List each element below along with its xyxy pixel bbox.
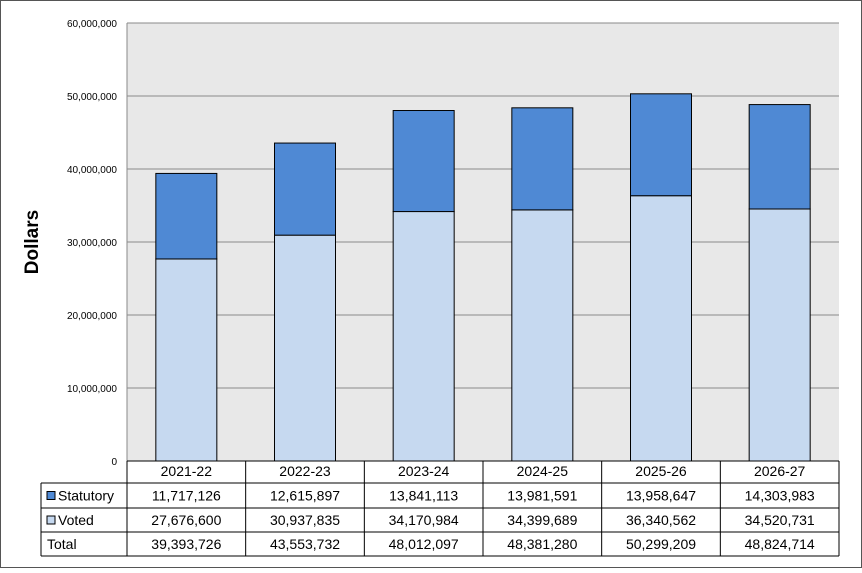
legend-swatch-voted	[46, 515, 56, 525]
bar-voted	[748, 208, 811, 462]
table-cell-total: 39,393,726	[151, 536, 221, 552]
bar-statutory	[511, 107, 574, 211]
table-cell-statutory: 13,841,113	[389, 488, 458, 504]
legend-swatch-statutory	[46, 491, 56, 500]
table-cell-total: 48,381,280	[507, 536, 577, 552]
y-tick-label: 20,000,000	[67, 311, 117, 322]
bar-voted	[274, 234, 336, 462]
table-cell-total: 48,012,097	[389, 536, 459, 552]
table-cell-voted: 30,937,835	[270, 512, 340, 528]
table-cell-statutory: 12,615,897	[270, 488, 340, 504]
x-tick-label: 2022-23	[279, 463, 331, 479]
bar-statutory	[274, 142, 336, 236]
bar-statutory	[155, 172, 218, 260]
x-tick-label: 2021-22	[161, 463, 213, 479]
table-cell-voted: 36,340,562	[626, 512, 696, 528]
table-row-label: Voted	[58, 512, 94, 528]
bar-statutory	[392, 110, 455, 213]
y-tick-label: 60,000,000	[67, 19, 117, 30]
table-cell-voted: 34,520,731	[745, 512, 815, 528]
bar-statutory	[748, 104, 811, 210]
y-axis-ticks: 0 10,000,000 20,000,000 30,000,000 40,000,00…	[67, 19, 118, 468]
y-tick-label: 30,000,000	[67, 238, 117, 249]
table-row-label: Total	[47, 536, 77, 552]
bars	[155, 93, 811, 462]
x-tick-label: 2023-24	[398, 463, 450, 479]
table-cell-statutory: 14,303,983	[745, 488, 815, 504]
table-cell-voted: 34,170,984	[389, 512, 459, 528]
y-axis-label: Dollars	[22, 210, 43, 274]
table-row-label: Statutory	[58, 488, 114, 504]
x-tick-label: 2025-26	[635, 463, 687, 479]
table-cell-statutory: 13,958,647	[626, 488, 696, 504]
x-tick-label: 2024-25	[517, 463, 569, 479]
table-cell-statutory: 13,981,591	[507, 488, 577, 504]
bar-statutory	[630, 93, 692, 197]
table-cell-total: 43,553,732	[270, 536, 340, 552]
table-cell-total: 48,824,714	[745, 536, 815, 552]
table-cell-voted: 34,399,689	[507, 512, 577, 528]
x-tick-label: 2026-27	[754, 463, 806, 479]
y-tick-label: 10,000,000	[67, 384, 117, 395]
table-cell-statutory: 11,717,126	[152, 488, 221, 504]
table-cell-total: 50,299,209	[626, 536, 696, 552]
data-table: 2021-22 2022-23 2023-24 2024-25 2025-26 2026-…	[40, 460, 840, 557]
bar-voted	[511, 209, 574, 462]
bar-voted	[392, 211, 455, 462]
y-tick-label: 50,000,000	[67, 92, 117, 103]
gridlines	[126, 22, 839, 461]
bar-voted	[630, 195, 692, 462]
bar-voted	[155, 258, 218, 462]
table-cell-voted: 27,676,600	[151, 512, 221, 528]
y-tick-label: 0	[111, 457, 117, 468]
y-tick-label: 40,000,000	[67, 165, 117, 176]
